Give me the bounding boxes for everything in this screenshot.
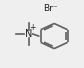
Text: Br⁻: Br⁻ (43, 4, 58, 13)
Text: N: N (25, 29, 32, 39)
Text: +: + (30, 23, 36, 32)
